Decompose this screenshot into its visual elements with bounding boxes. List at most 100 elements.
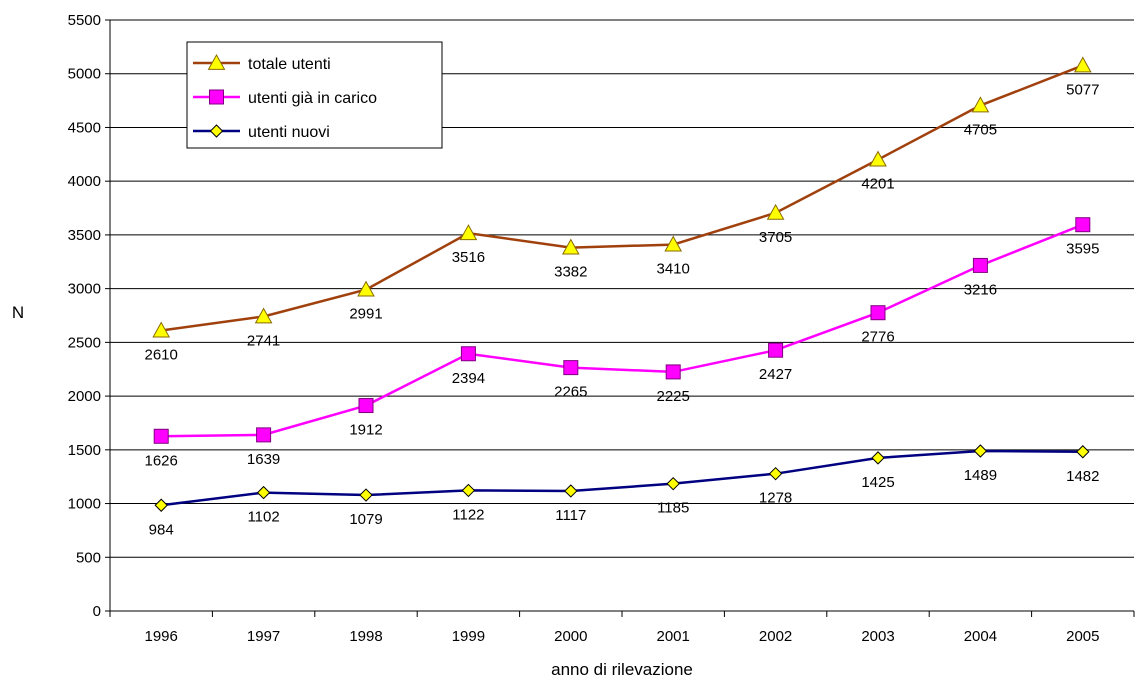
series-line <box>161 449 1083 507</box>
legend-label: utenti nuovi <box>248 124 330 141</box>
data-point-diamond <box>209 124 224 138</box>
data-label: 2394 <box>452 370 485 387</box>
data-point-diamond <box>461 483 476 498</box>
data-label: 1425 <box>861 474 894 491</box>
data-label: 5077 <box>1066 81 1099 98</box>
data-point-square <box>460 346 476 362</box>
data-label: 1626 <box>145 452 178 469</box>
data-point-triangle <box>152 321 171 338</box>
data-label: 984 <box>149 521 174 538</box>
data-label: 1122 <box>452 506 484 523</box>
data-point-diamond <box>768 466 783 481</box>
data-label: 1482 <box>1066 468 1099 485</box>
data-label: 2741 <box>247 332 280 349</box>
legend: totale utenti utenti già in carico utenti … <box>186 41 443 149</box>
data-point-square <box>972 257 988 273</box>
data-point-diamond <box>666 476 680 491</box>
data-label: 2427 <box>759 366 792 383</box>
data-point-square <box>358 398 374 414</box>
data-point-diamond <box>1076 445 1090 459</box>
data-point-triangle <box>561 238 580 255</box>
data-label: 1117 <box>555 507 586 524</box>
y-tick-label: 3000 <box>68 281 101 298</box>
x-tick-label: 1998 <box>349 628 382 645</box>
data-label: 3595 <box>1066 241 1099 258</box>
y-tick-label: 5000 <box>68 66 101 83</box>
data-point-triangle <box>254 307 273 324</box>
data-label: 3382 <box>554 264 587 281</box>
data-label: 2991 <box>349 306 382 323</box>
data-point-triangle <box>1073 56 1092 73</box>
y-tick-label: 5500 <box>68 12 101 29</box>
x-tick-label: 1996 <box>145 628 178 645</box>
y-tick-label: 0 <box>93 603 101 620</box>
data-label: 3705 <box>759 229 792 246</box>
x-tick-label: 2004 <box>964 628 997 645</box>
data-point-triangle <box>869 150 887 167</box>
y-tick-label: 1000 <box>68 496 101 513</box>
data-label: 2225 <box>657 388 690 405</box>
data-label: 3410 <box>657 261 690 278</box>
data-point-square <box>209 89 224 105</box>
x-tick-label: 2000 <box>554 628 587 645</box>
legend-label: utenti già in carico <box>248 90 377 107</box>
data-point-triangle <box>664 235 683 252</box>
data-label: 2776 <box>861 329 894 346</box>
x-tick-label: 2003 <box>861 628 894 645</box>
axes: 0 500 1000 1500 2000 2500 3000 3500 4000 4500 5000… <box>68 12 1135 645</box>
data-point-square <box>1075 217 1091 233</box>
series-line <box>161 64 1084 332</box>
y-axis-title: N <box>12 303 24 322</box>
data-point-triangle <box>971 96 990 113</box>
data-point-diamond <box>359 488 373 502</box>
y-tick-label: 1500 <box>68 442 101 459</box>
data-label: 1639 <box>247 451 280 468</box>
y-tick-label: 500 <box>76 549 101 566</box>
data-point-diamond <box>973 444 988 458</box>
x-axis-title: anno di rilevazione <box>551 660 693 679</box>
data-point-diamond <box>564 484 578 498</box>
x-tick-label: 1999 <box>452 628 485 645</box>
data-label: 1912 <box>349 422 382 439</box>
data-point-square <box>256 427 272 443</box>
y-tick-label: 4000 <box>68 173 101 190</box>
x-tick-label: 2002 <box>759 628 792 645</box>
data-label: 1278 <box>759 490 792 507</box>
y-tick-label: 3500 <box>68 227 101 244</box>
data-label: 1079 <box>349 511 382 528</box>
data-label: 2265 <box>554 384 587 401</box>
data-labels: 2610 2741 2991 3516 3382 3410 3705 4201 4705 5077… <box>145 81 1100 538</box>
data-point-square <box>153 428 169 444</box>
data-point-square <box>563 360 579 376</box>
data-point-triangle <box>766 203 785 220</box>
gridlines <box>110 19 1134 558</box>
data-point-square <box>870 305 886 321</box>
data-point-triangle <box>207 53 226 70</box>
data-label: 1489 <box>964 467 997 484</box>
data-label: 1185 <box>657 500 689 517</box>
data-label: 1102 <box>247 509 279 526</box>
series-lines <box>152 56 1092 512</box>
data-label: 4705 <box>964 121 997 138</box>
x-tick-label: 1997 <box>247 628 280 645</box>
data-point-diamond <box>871 451 885 465</box>
legend-label: totale utenti <box>248 56 331 73</box>
x-tick-label: 2001 <box>657 628 690 645</box>
data-point-diamond <box>256 485 271 500</box>
data-point-diamond <box>154 498 168 512</box>
y-tick-label: 4500 <box>68 119 101 136</box>
y-tick-label: 2000 <box>68 388 101 405</box>
data-label: 4201 <box>861 176 894 193</box>
x-tick-label: 2005 <box>1066 628 1099 645</box>
data-label: 2610 <box>145 347 178 364</box>
y-tick-label: 2500 <box>68 334 101 351</box>
data-point-triangle <box>357 280 375 297</box>
series-line <box>161 223 1084 438</box>
data-point-square <box>665 364 681 380</box>
data-point-triangle <box>459 224 478 241</box>
data-label: 3516 <box>452 249 485 266</box>
data-label: 3216 <box>964 281 997 298</box>
data-point-square <box>768 342 784 358</box>
